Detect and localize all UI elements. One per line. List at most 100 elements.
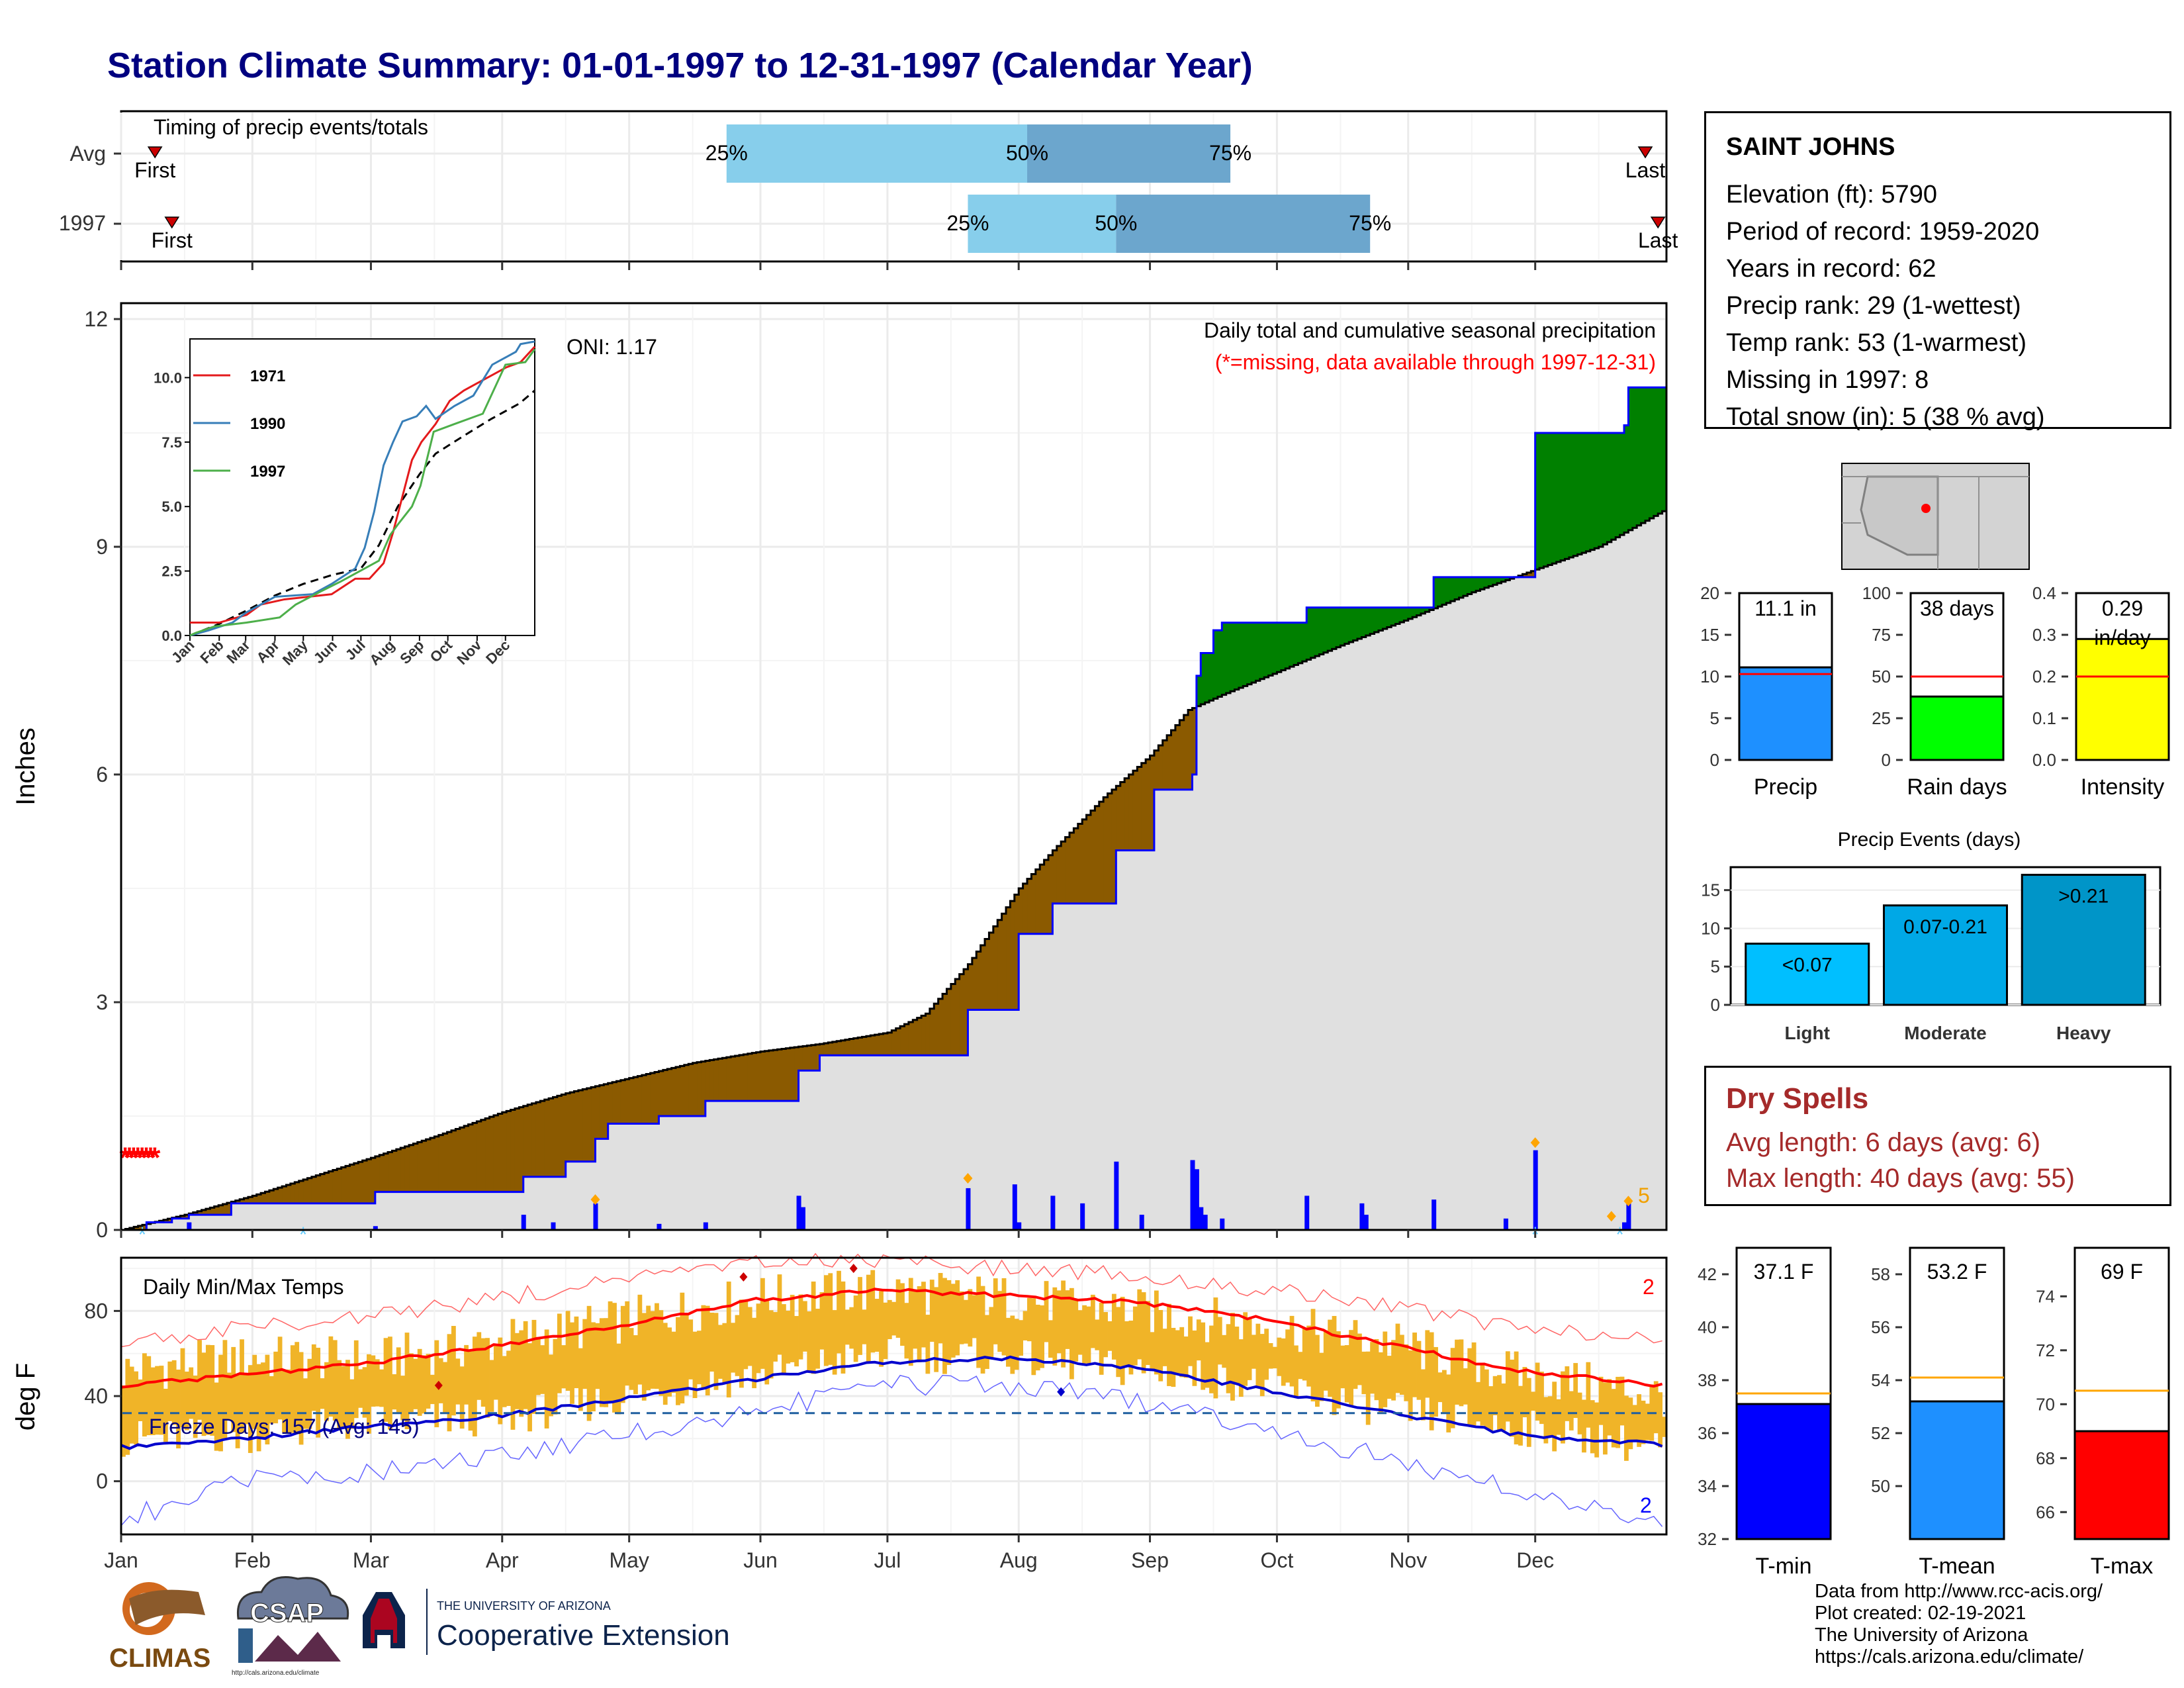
daily-temp-bar: [422, 1355, 427, 1414]
daily-temp-bar: [1383, 1331, 1388, 1407]
below-avg-fill: [883, 1033, 888, 1056]
timing-bars: [726, 124, 1371, 253]
below-avg-fill: [226, 1203, 232, 1215]
daily-temp-bar: [1476, 1382, 1480, 1422]
below-avg-fill: [858, 1037, 863, 1056]
precip-summary-charts: 0 5 10 15 20 11.1 in Precip 0 25 50 75 100 38 days Ra…: [1700, 583, 2170, 800]
inset-series-line-1971: [190, 346, 536, 624]
summary-y-tick-label: 72: [2036, 1340, 2055, 1360]
below-avg-fill: [1035, 869, 1040, 934]
daily-temp-bar: [646, 1305, 651, 1391]
daily-precip-bar: [1432, 1199, 1437, 1230]
below-avg-fill: [1111, 789, 1116, 904]
below-avg-fill: [582, 1089, 588, 1162]
daily-temp-bar: [1128, 1321, 1134, 1375]
daily-temp-bar: [904, 1303, 909, 1359]
summary-value-label: 37.1 F: [1754, 1260, 1814, 1284]
daily-temp-bar: [1565, 1366, 1570, 1421]
above-avg-fill: [1209, 653, 1214, 701]
daily-temp-bar: [946, 1280, 952, 1365]
month-label: Jun: [743, 1548, 778, 1572]
below-avg-fill: [201, 1209, 206, 1215]
below-avg-fill: [396, 1149, 401, 1192]
daily-precip-bar: [657, 1223, 662, 1230]
daily-temp-bar: [332, 1340, 338, 1421]
summary-y-tick-label: 75: [1872, 625, 1891, 645]
summary-bar-T-max: [2073, 1430, 2170, 1540]
daily-temp-bar: [773, 1312, 778, 1362]
below-avg-fill: [853, 1038, 858, 1056]
daily-temp-bar: [1603, 1382, 1608, 1455]
daily-temp-bar: [578, 1348, 583, 1411]
summary-y-tick-label: 38: [1698, 1370, 1717, 1390]
daily-temp-bar: [955, 1280, 960, 1356]
daily-temp-bar: [616, 1343, 621, 1415]
daily-temp-bar: [1234, 1327, 1240, 1384]
summary-y-tick-label: 15: [1700, 625, 1719, 645]
snow-marker: *: [1615, 1223, 1623, 1246]
below-avg-fill: [798, 1047, 803, 1071]
above-avg-fill: [1213, 630, 1218, 699]
above-avg-fill: [1281, 622, 1286, 671]
daily-temp-bar: [570, 1322, 574, 1404]
below-avg-fill: [311, 1176, 316, 1203]
daily-temp-bar: [146, 1356, 152, 1436]
below-avg-fill: [379, 1154, 385, 1192]
daily-temp-bar: [1319, 1352, 1324, 1401]
summary-bar-Intensity: [2075, 637, 2170, 761]
daily-temp-bar: [506, 1350, 511, 1406]
month-label: May: [609, 1548, 649, 1572]
daily-temp-bar: [1399, 1335, 1404, 1395]
below-avg-fill: [781, 1049, 786, 1102]
below-avg-fill: [205, 1209, 210, 1215]
precip-title: Daily total and cumulative seasonal prec…: [1204, 318, 1656, 342]
daily-temp-bar: [1619, 1376, 1625, 1426]
daily-temp-bar: [980, 1286, 985, 1374]
below-avg-fill: [616, 1081, 621, 1124]
daily-temp-bar: [1408, 1350, 1413, 1421]
above-avg-fill: [1294, 622, 1299, 665]
daily-temp-bar: [1264, 1329, 1269, 1380]
above-avg-fill: [1658, 387, 1663, 514]
daily-precip-bar: [703, 1222, 708, 1230]
avg-cumulative-line: [121, 508, 1668, 1231]
daily-temp-bar: [438, 1358, 443, 1403]
daily-temp-bar: [430, 1374, 435, 1405]
above-avg-fill: [1420, 607, 1426, 614]
daily-temp-bar: [527, 1343, 532, 1432]
month-x-axis: Jan Feb Mar Apr May Jun Jul Aug Sep Oct Nov Dec: [104, 1534, 1554, 1572]
daily-temp-bar: [298, 1352, 304, 1445]
below-avg-fill: [921, 1015, 927, 1056]
below-avg-fill: [349, 1164, 355, 1203]
avg-min-line: [120, 1355, 1663, 1450]
daily-temp-bar: [1450, 1348, 1455, 1429]
daily-temp-bar: [273, 1351, 279, 1424]
first-event-marker: [147, 146, 163, 159]
daily-temp-bar: [629, 1328, 634, 1390]
daily-temp-bar: [1437, 1372, 1443, 1403]
daily-temp-bar: [1594, 1402, 1600, 1458]
daily-temp-bar: [1632, 1405, 1637, 1442]
below-avg-fill: [455, 1129, 461, 1192]
above-avg-fill: [1425, 607, 1430, 612]
daily-temp-bar: [1349, 1330, 1354, 1407]
temp-title: Daily Min/Max Temps: [143, 1275, 343, 1299]
below-avg-fill: [985, 939, 990, 1010]
daily-temp-bar: [1001, 1278, 1007, 1356]
timing-pct-label: 25%: [946, 211, 989, 235]
daily-temp-bar: [480, 1338, 486, 1407]
daily-temp-bar: [879, 1291, 884, 1367]
station-precip-rank: Precip rank: 29 (1-wettest): [1726, 292, 2021, 320]
summary-y-tick-label: 0.4: [2032, 583, 2056, 603]
daily-temp-bar: [866, 1274, 871, 1363]
below-avg-fill: [422, 1141, 427, 1192]
summary-y-tick-label: 52: [1871, 1423, 1890, 1443]
above-avg-fill: [1264, 622, 1269, 678]
credit-line: Data from http://www.rcc-acis.org/: [1815, 1581, 2103, 1602]
credits: Data from http://www.rcc-acis.org/ Plot …: [1815, 1581, 2103, 1668]
freeze-days-label: Freeze Days: 157 (Avg: 145): [149, 1415, 420, 1438]
svg-text:CSAP: CSAP: [250, 1599, 324, 1628]
daily-temp-bar: [1429, 1332, 1434, 1430]
below-avg-fill: [210, 1207, 215, 1215]
